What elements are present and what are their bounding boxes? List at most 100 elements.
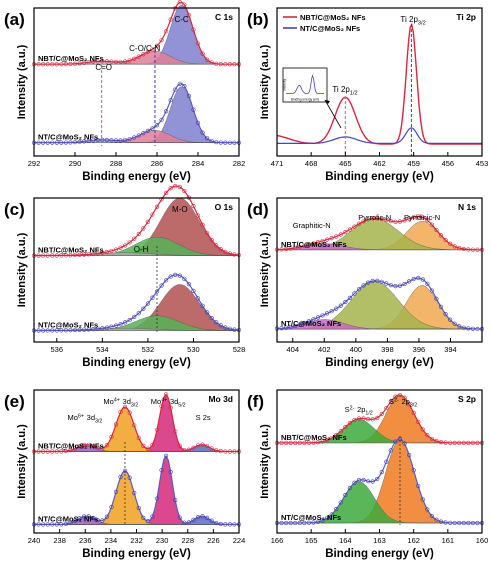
data-point xyxy=(54,328,59,333)
data-point xyxy=(141,443,146,448)
data-point xyxy=(150,442,155,448)
data-point xyxy=(411,276,416,282)
x-tick-label: 528 xyxy=(233,345,246,354)
data-point xyxy=(41,328,46,333)
data-point xyxy=(72,446,78,451)
data-point xyxy=(136,231,141,237)
data-point xyxy=(36,449,41,454)
y-axis-label: Intensity (a.u.) xyxy=(259,424,271,499)
data-point xyxy=(182,520,187,525)
x-tick-label: 402 xyxy=(318,345,331,354)
data-point xyxy=(352,224,357,229)
data-point xyxy=(186,93,191,99)
data-point xyxy=(370,479,375,484)
data-point xyxy=(425,218,430,223)
data-point xyxy=(82,327,87,332)
data-point xyxy=(205,230,210,236)
data-point xyxy=(50,522,55,527)
data-point xyxy=(347,420,352,426)
peak-annotation: Ti 2p3/2 xyxy=(400,15,426,26)
data-point xyxy=(448,440,453,445)
peak-annotation: C-C xyxy=(174,15,188,24)
data-point xyxy=(123,320,128,325)
data-point xyxy=(168,469,173,475)
fit-envelope xyxy=(34,274,240,332)
data-point xyxy=(461,246,466,252)
data-point xyxy=(159,117,164,122)
data-point xyxy=(72,140,78,145)
data-point xyxy=(306,520,311,525)
data-point xyxy=(370,417,375,422)
data-point xyxy=(223,325,228,330)
data-point xyxy=(177,443,182,448)
x-axis-label: Binding energy (eV) xyxy=(325,548,434,560)
peak-annotation: Pyridinic-N xyxy=(404,213,440,222)
data-point xyxy=(209,138,214,144)
data-point xyxy=(136,311,141,316)
data-point xyxy=(452,440,457,445)
sample-label: NT/C@MoS₂ NFs xyxy=(38,514,98,523)
data-point xyxy=(338,303,343,308)
data-point xyxy=(223,522,228,527)
data-point xyxy=(82,139,87,144)
data-point xyxy=(420,427,425,432)
data-point xyxy=(145,446,150,451)
data-point xyxy=(182,447,187,453)
x-tick-label: 471 xyxy=(271,159,284,168)
peak-annotation: Ti 2p1/2 xyxy=(332,85,358,96)
data-point xyxy=(164,392,169,397)
data-point xyxy=(123,243,128,248)
data-point xyxy=(59,253,64,258)
data-point xyxy=(352,417,357,423)
data-point xyxy=(164,453,169,458)
data-point xyxy=(182,188,187,194)
data-point xyxy=(347,485,352,491)
peak-annotation: Pyrrolic-N xyxy=(358,213,391,222)
data-point xyxy=(136,133,141,138)
x-axis-label: Binding energy (eV) xyxy=(325,357,434,369)
peak-annotation: C-O/C-N xyxy=(129,44,160,53)
data-point xyxy=(186,12,191,18)
data-point xyxy=(54,253,59,258)
data-point xyxy=(195,296,201,301)
data-point xyxy=(72,327,78,333)
data-point xyxy=(343,492,348,498)
data-point xyxy=(470,520,475,526)
data-point xyxy=(429,436,434,442)
data-point xyxy=(200,303,205,308)
data-point xyxy=(356,478,362,483)
data-point xyxy=(141,131,146,136)
data-point xyxy=(302,440,307,445)
data-point xyxy=(334,306,339,311)
data-point xyxy=(154,289,160,294)
data-point xyxy=(320,518,325,523)
sample-label: NT/C@MoS₂ NFs xyxy=(281,319,341,328)
sample-label: NBT/C@MoS₂ NFs xyxy=(38,246,104,255)
data-point xyxy=(402,281,407,287)
data-point xyxy=(452,520,457,526)
data-point xyxy=(338,500,343,505)
data-point xyxy=(191,107,196,112)
data-point xyxy=(86,252,91,257)
data-point xyxy=(214,140,219,145)
data-point xyxy=(118,474,123,480)
panel-d: NBT/C@MoS₂ NFs NT/C@MoS₂ NFs 404 402 400 398 3… xyxy=(247,197,485,369)
data-point xyxy=(232,252,237,257)
data-point xyxy=(82,252,87,257)
data-point xyxy=(320,238,325,244)
data-point xyxy=(325,311,330,316)
data-point xyxy=(223,140,228,145)
data-point xyxy=(366,417,371,422)
peak-annotation: Mo6+ 3d3/2 xyxy=(68,413,103,424)
data-point xyxy=(145,219,150,224)
y-axis-label: Intensity (a.u.) xyxy=(16,44,28,119)
x-tick-label: 284 xyxy=(192,159,205,168)
data-point xyxy=(59,328,64,333)
fit-envelope xyxy=(277,438,482,524)
data-point xyxy=(177,81,182,86)
data-point xyxy=(388,399,393,404)
data-point xyxy=(77,516,82,521)
x-tick-label: 226 xyxy=(207,536,220,545)
data-point xyxy=(293,245,298,250)
